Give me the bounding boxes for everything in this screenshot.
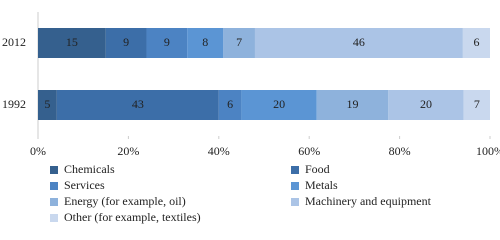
bar-segment bbox=[316, 90, 389, 120]
bar-segment bbox=[462, 28, 490, 58]
legend-label: Other (for example, textiles) bbox=[64, 210, 201, 224]
data-label: 6 bbox=[473, 35, 479, 49]
legend-swatch bbox=[50, 182, 58, 190]
x-tick-label: 20% bbox=[117, 144, 139, 158]
legend-swatch bbox=[50, 214, 58, 222]
bar-segment bbox=[56, 90, 219, 120]
legend-swatch bbox=[50, 198, 58, 206]
legend-swatch bbox=[291, 166, 299, 174]
y-tick-label: 2012 bbox=[2, 35, 26, 49]
x-tick-label: 60% bbox=[298, 144, 320, 158]
bar-segment bbox=[187, 28, 224, 58]
bar-segment bbox=[105, 28, 147, 58]
bar-segment bbox=[463, 90, 490, 120]
legend-label: Food bbox=[305, 162, 330, 176]
data-label: 15 bbox=[66, 35, 78, 49]
data-label: 46 bbox=[353, 35, 365, 49]
legend-label: Machinery and equipment bbox=[305, 194, 432, 208]
bar-segment bbox=[146, 28, 188, 58]
bar-segment bbox=[254, 28, 463, 58]
data-label: 7 bbox=[236, 35, 242, 49]
bar-segment bbox=[218, 90, 242, 120]
x-tick-label: 100% bbox=[476, 144, 500, 158]
bar-segment bbox=[223, 28, 255, 58]
data-label: 6 bbox=[227, 97, 233, 111]
data-label: 9 bbox=[123, 35, 129, 49]
legend-swatch bbox=[291, 182, 299, 190]
data-label: 20 bbox=[273, 97, 285, 111]
data-label: 20 bbox=[420, 97, 432, 111]
x-tick-label: 0% bbox=[30, 144, 46, 158]
data-label: 19 bbox=[347, 97, 359, 111]
legend-swatch bbox=[291, 198, 299, 206]
x-tick-label: 40% bbox=[208, 144, 230, 158]
data-label: 5 bbox=[44, 97, 50, 111]
bar-segment bbox=[388, 90, 464, 120]
bar-segment bbox=[38, 90, 57, 120]
data-label: 43 bbox=[132, 97, 144, 111]
data-label: 9 bbox=[164, 35, 170, 49]
x-tick-label: 80% bbox=[389, 144, 411, 158]
data-label: 8 bbox=[202, 35, 208, 49]
bar-segment bbox=[241, 90, 317, 120]
chart: 0% 20% 40% 60% 80% 100% 2012 15 9 9 8 7 46 6 1992 5 43 6 2… bbox=[2, 12, 500, 224]
data-label: 7 bbox=[474, 97, 480, 111]
y-tick-label: 1992 bbox=[2, 97, 26, 111]
legend-label: Metals bbox=[305, 178, 338, 192]
bar-segment bbox=[38, 28, 106, 58]
legend-label: Services bbox=[64, 178, 105, 192]
legend-label: Chemicals bbox=[64, 162, 115, 176]
legend-label: Energy (for example, oil) bbox=[64, 194, 186, 208]
legend-swatch bbox=[50, 166, 58, 174]
